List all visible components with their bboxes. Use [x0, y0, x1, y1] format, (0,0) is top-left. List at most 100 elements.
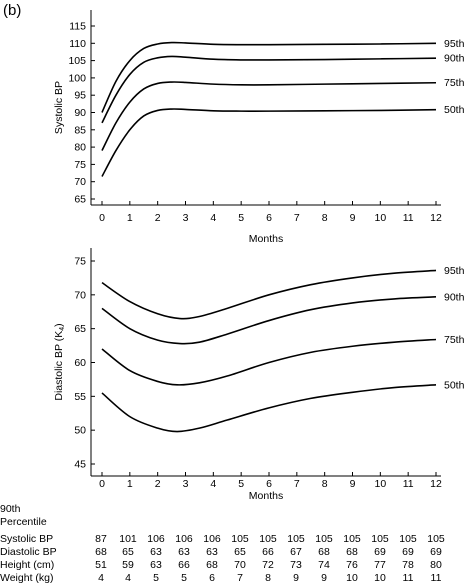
x-tick-label: 7 — [294, 212, 300, 224]
table-cell: 73 — [290, 559, 302, 571]
x-tick-label: 2 — [155, 212, 161, 224]
y-tick-label: 65 — [74, 194, 86, 206]
x-tick-label: 3 — [183, 478, 189, 490]
table-cell: 4 — [125, 572, 131, 584]
x-tick-label: 11 — [403, 212, 414, 224]
table-cell: 51 — [95, 559, 107, 571]
table-cell: 72 — [262, 559, 274, 571]
table-cell: 68 — [346, 546, 358, 558]
table-cell: 67 — [290, 546, 302, 558]
table-cell: 106 — [147, 533, 165, 545]
y-tick-label: 45 — [74, 459, 86, 471]
table-cell: 69 — [374, 546, 386, 558]
table-cell: 5 — [153, 572, 159, 584]
x-tick-label: 11 — [403, 478, 414, 490]
table-cell: 105 — [287, 533, 305, 545]
table-cell: 6 — [209, 572, 215, 584]
y-tick-label: 75 — [74, 159, 86, 171]
table-cell: 63 — [150, 546, 162, 558]
y-tick-label: 75 — [74, 256, 86, 268]
table-row-label: Height (cm) — [0, 559, 55, 571]
series-line-90th — [101, 55, 437, 124]
table-cell: 8 — [265, 572, 271, 584]
table-cell: 5 — [181, 572, 187, 584]
series-line-50th — [101, 384, 437, 433]
series-label-50th: 50th — [444, 379, 465, 391]
table-cell: 10 — [374, 572, 386, 584]
x-tick-label: 4 — [210, 212, 216, 224]
series-line-75th — [101, 81, 437, 151]
series-label-95th: 95th — [444, 265, 465, 277]
table-cell: 66 — [262, 546, 274, 558]
table-cell: 80 — [430, 559, 442, 571]
y-tick-label: 70 — [74, 289, 86, 301]
table-cell: 11 — [430, 572, 442, 584]
table-cell: 106 — [203, 533, 221, 545]
y-axis-label: Systolic BP — [53, 81, 65, 134]
table-cell: 105 — [259, 533, 277, 545]
table-cell: 65 — [234, 546, 246, 558]
y-tick-label: 90 — [74, 107, 86, 119]
table-cell: 66 — [178, 559, 190, 571]
table-cell: 74 — [318, 559, 330, 571]
table-cell: 105 — [343, 533, 361, 545]
x-tick-label: 8 — [322, 478, 328, 490]
x-tick-label: 6 — [266, 478, 272, 490]
table-cell: 78 — [402, 559, 414, 571]
table-cell: 59 — [122, 559, 134, 571]
x-tick-label: 7 — [294, 478, 300, 490]
table-cell: 10 — [346, 572, 358, 584]
table-cell: 87 — [95, 533, 107, 545]
table-cell: 4 — [98, 572, 104, 584]
x-tick-label: 5 — [238, 478, 244, 490]
x-tick-label: 1 — [127, 212, 133, 224]
table-cell: 11 — [402, 572, 414, 584]
table-cell: 106 — [175, 533, 193, 545]
table-cell: 7 — [237, 572, 243, 584]
table-cell: 65 — [122, 546, 134, 558]
table-cell: 105 — [427, 533, 445, 545]
x-tick-label: 12 — [430, 478, 442, 490]
series-label-95th: 95th — [444, 38, 465, 50]
x-axis-label: Months — [249, 233, 283, 245]
y-tick-label: 65 — [74, 323, 86, 335]
table-header-percentile-word: Percentile — [0, 516, 47, 528]
x-tick-label: 10 — [374, 212, 386, 224]
x-axis-label: Months — [249, 490, 283, 500]
series-label-75th: 75th — [444, 77, 465, 89]
series-line-75th — [101, 338, 437, 386]
table-cell: 101 — [119, 533, 137, 545]
y-tick-label: 80 — [74, 142, 86, 154]
y-tick-label: 55 — [74, 391, 86, 403]
y-tick-label: 50 — [74, 425, 86, 437]
y-axis-label: Diastolic BP (K4) — [53, 323, 66, 400]
table-cell: 63 — [150, 559, 162, 571]
panel-label: (b) — [3, 2, 22, 19]
x-tick-label: 3 — [183, 212, 189, 224]
series-label-75th: 75th — [444, 334, 465, 346]
table-cell: 63 — [178, 546, 190, 558]
series-label-50th: 50th — [444, 104, 465, 116]
table-cell: 105 — [399, 533, 417, 545]
series-line-95th — [101, 41, 437, 113]
x-tick-label: 2 — [155, 478, 161, 490]
x-tick-label: 0 — [99, 478, 105, 490]
table-cell: 105 — [231, 533, 249, 545]
table-cell: 68 — [206, 559, 218, 571]
x-tick-label: 1 — [127, 478, 133, 490]
x-tick-label: 12 — [430, 212, 442, 224]
series-line-50th — [101, 108, 437, 177]
y-tick-label: 110 — [69, 38, 86, 50]
table-cell: 105 — [315, 533, 333, 545]
series-label-90th: 90th — [444, 53, 465, 65]
x-tick-label: 0 — [99, 212, 105, 224]
table-cell: 68 — [318, 546, 330, 558]
table-cell: 77 — [374, 559, 386, 571]
y-tick-label: 115 — [69, 21, 86, 33]
table-cell: 69 — [430, 546, 442, 558]
y-tick-label: 100 — [68, 72, 86, 84]
series-line-90th — [101, 296, 437, 345]
y-tick-label: 70 — [74, 176, 86, 188]
x-tick-label: 9 — [350, 478, 356, 490]
